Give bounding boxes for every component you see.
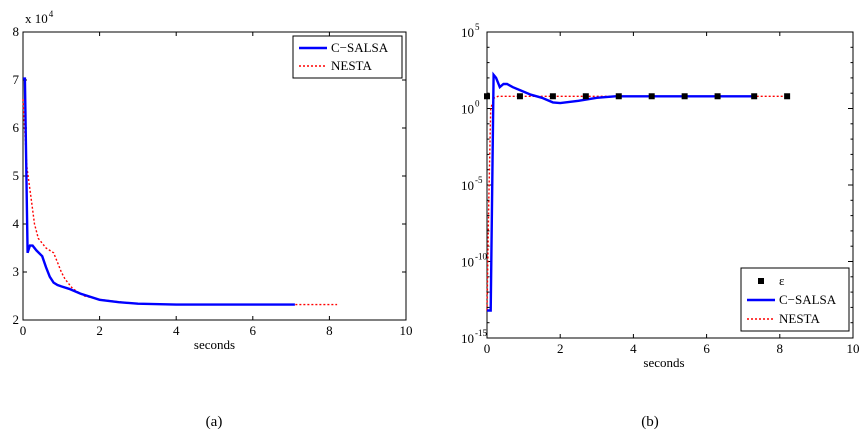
- y-multiplier-label-a: x 10: [25, 11, 48, 26]
- y-tick-label-b: 10: [461, 25, 474, 40]
- y-tick-label-b: 10: [461, 102, 474, 117]
- epsilon-marker-b: [681, 93, 688, 100]
- epsilon-marker-b: [714, 93, 721, 100]
- x-tick-label-a: 2: [96, 323, 103, 338]
- x-tick-label-b: 2: [557, 341, 564, 356]
- x-tick-label-a: 6: [250, 323, 257, 338]
- x-tick-label-a: 8: [326, 323, 333, 338]
- y-tick-label-b: 10: [461, 255, 474, 270]
- y-tick-exponent-b: -15: [475, 328, 487, 338]
- y-tick-exponent-b: 5: [475, 22, 480, 32]
- x-axis-label-b: seconds: [643, 355, 684, 370]
- legend-label-a: NESTA: [331, 58, 372, 73]
- y-tick-label-a: 5: [13, 168, 20, 183]
- series-line-b-c-salsa: [487, 71, 755, 312]
- x-tick-label-b: 8: [777, 341, 784, 356]
- x-tick-label-b: 6: [703, 341, 710, 356]
- epsilon-marker-b: [516, 93, 523, 100]
- epsilon-marker-b: [751, 93, 758, 100]
- series-line-a-c-salsa: [23, 77, 295, 306]
- caption-b: (b): [641, 414, 659, 430]
- legend-label-b: C−SALSA: [779, 292, 837, 307]
- y-tick-label-a: 4: [13, 216, 20, 231]
- y-tick-label-a: 3: [13, 264, 20, 279]
- legend-label-b: NESTA: [779, 311, 820, 326]
- epsilon-marker-b: [549, 93, 556, 100]
- legend-box-a: [292, 35, 403, 79]
- y-tick-exponent-b: -10: [475, 252, 487, 262]
- epsilon-marker-b: [582, 93, 589, 100]
- epsilon-marker-b: [648, 93, 655, 100]
- epsilon-marker-b: [484, 93, 490, 100]
- y-tick-label-b: 10: [461, 178, 474, 193]
- caption-a: (a): [206, 414, 223, 430]
- y-tick-exponent-b: 0: [475, 99, 480, 109]
- y-tick-exponent-b: -5: [475, 175, 483, 185]
- y-tick-label-a: 8: [13, 24, 20, 39]
- y-tick-label-b: 10: [461, 331, 474, 346]
- y-tick-label-a: 7: [13, 72, 20, 87]
- y-tick-label-a: 6: [13, 120, 20, 135]
- x-tick-label-a: 10: [400, 323, 413, 338]
- y-multiplier-exponent-a: 4: [49, 9, 54, 19]
- x-tick-label-b: 0: [484, 341, 491, 356]
- x-tick-label-b: 10: [847, 341, 859, 356]
- x-tick-label-b: 4: [630, 341, 637, 356]
- epsilon-marker-b: [784, 93, 791, 100]
- x-tick-label-a: 4: [173, 323, 180, 338]
- x-tick-label-a: 0: [20, 323, 27, 338]
- x-axis-label-a: seconds: [194, 337, 235, 352]
- series-line-a-nesta: [22, 99, 338, 306]
- legend-swatch-b: [758, 278, 764, 284]
- y-tick-label-a: 2: [13, 312, 20, 327]
- legend-label-b: ε: [779, 273, 785, 288]
- legend-label-a: C−SALSA: [331, 40, 389, 55]
- epsilon-marker-b: [615, 93, 622, 100]
